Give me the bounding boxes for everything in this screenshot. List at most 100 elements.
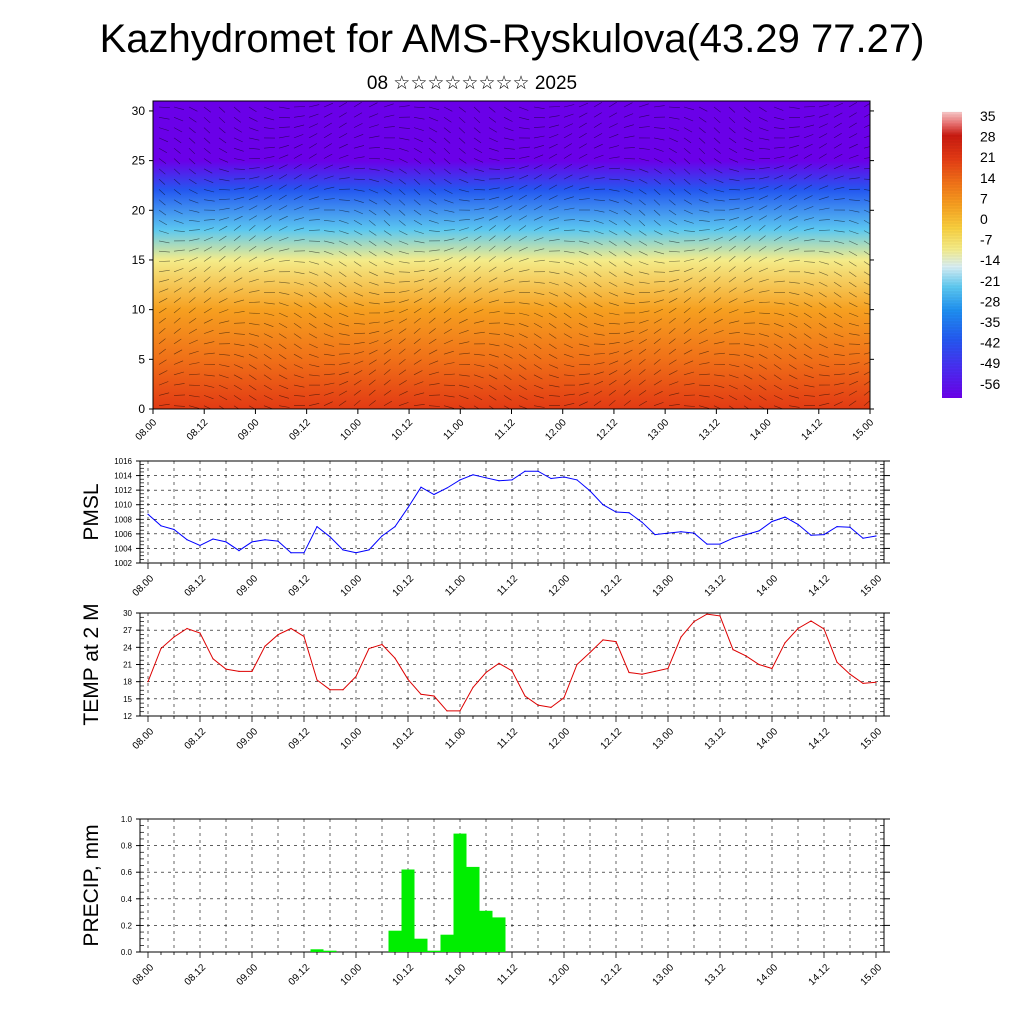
y-tick-label: 20: [132, 203, 146, 217]
data-point: [654, 534, 656, 536]
colorbar-label: -28: [980, 293, 1000, 309]
x-tick-label: 10.00: [339, 573, 365, 599]
x-tick-label: 15.00: [859, 726, 885, 752]
data-point: [823, 628, 825, 630]
x-tick-label: 08.00: [131, 726, 157, 752]
precip-bar: [427, 950, 441, 952]
data-point: [147, 681, 149, 683]
precip-bar: [453, 833, 467, 952]
data-point: [485, 477, 487, 479]
data-point: [563, 697, 565, 699]
data-point: [420, 693, 422, 695]
data-point: [524, 695, 526, 697]
data-point: [589, 490, 591, 492]
data-point: [719, 543, 721, 545]
x-tick-label: 10.12: [391, 962, 417, 988]
x-tick-label: 08.12: [185, 417, 211, 443]
data-point: [602, 639, 604, 641]
data-point: [628, 671, 630, 674]
data-point: [160, 647, 162, 650]
data-point: [277, 540, 279, 542]
precip-bar: [310, 949, 324, 952]
x-tick-label: 13.12: [703, 726, 729, 752]
data-point: [459, 479, 461, 481]
x-tick-label: 14.00: [748, 417, 774, 443]
data-point: [641, 673, 643, 675]
x-tick-label: 14.00: [755, 726, 781, 752]
x-tick-label: 08.12: [183, 962, 209, 988]
y-axis-label: TEMP at 2 M: [80, 603, 103, 725]
data-point: [147, 513, 149, 515]
data-point: [316, 679, 318, 681]
data-point: [693, 532, 695, 534]
data-point: [537, 704, 539, 706]
data-point: [784, 642, 786, 644]
data-point: [550, 706, 552, 709]
x-tick-label: 11.00: [443, 726, 468, 751]
y-tick-label: 1016: [114, 457, 132, 466]
y-tick-label: 1006: [114, 530, 132, 539]
data-point: [758, 663, 760, 666]
x-tick-label: 10.00: [339, 962, 365, 988]
data-point: [641, 521, 643, 523]
temp-2m-chart: 12 15 18 21 24 27 30 08.00 08.12 09.00 09.12 10.00 1…: [80, 603, 890, 752]
y-tick-label: 15: [123, 695, 132, 704]
x-tick-label: 09.00: [236, 417, 262, 443]
data-point: [173, 528, 175, 531]
data-point: [602, 504, 604, 506]
data-point: [875, 535, 877, 537]
y-tick-label: 1012: [114, 486, 132, 495]
precip-bar: [414, 938, 428, 952]
data-point: [251, 541, 253, 543]
data-point: [498, 662, 500, 665]
page-subtitle: 08 ☆☆☆☆☆☆☆☆ 2025: [366, 73, 578, 94]
data-point: [511, 670, 513, 672]
colorbar-label: 35: [980, 108, 996, 124]
y-tick-label: 1008: [114, 515, 132, 524]
precip-bar: [479, 910, 493, 952]
data-point: [303, 635, 305, 638]
x-tick-label: 15.00: [859, 962, 885, 988]
x-tick-label: 09.00: [235, 726, 261, 752]
data-point: [186, 627, 188, 630]
data-point: [342, 549, 344, 551]
data-point: [771, 520, 773, 523]
y-tick-label: 1014: [114, 472, 132, 481]
data-point: [394, 526, 396, 528]
x-tick-label: 08.00: [134, 417, 160, 443]
y-tick-label: 0: [138, 402, 145, 416]
data-point: [199, 544, 201, 547]
data-point: [160, 525, 162, 527]
data-point: [290, 552, 292, 554]
y-axis-label: PRECIP, mm: [80, 824, 103, 946]
x-tick-label: 14.12: [807, 726, 833, 752]
data-point: [693, 621, 695, 623]
data-point: [732, 649, 734, 651]
colorbar-label: -21: [980, 273, 1000, 289]
data-point: [277, 634, 279, 636]
x-tick-label: 12.00: [547, 726, 573, 752]
colorbar-label: -7: [980, 232, 993, 248]
data-point: [316, 526, 318, 528]
data-point: [823, 534, 825, 536]
data-point: [849, 673, 851, 675]
cross-section-field: [153, 101, 870, 409]
precip-bar: [388, 930, 402, 952]
y-tick-label: 1.0: [121, 815, 133, 824]
x-tick-label: 13.12: [703, 573, 729, 599]
y-tick-label: 1004: [114, 544, 132, 553]
y-axis-label: PMSL: [80, 483, 103, 540]
colorbar-label: 28: [980, 129, 996, 145]
x-tick-label: 13.00: [646, 417, 672, 443]
data-point: [667, 532, 669, 534]
data-point: [732, 537, 734, 539]
y-tick-label: 30: [123, 609, 132, 618]
x-tick-label: 11.12: [495, 573, 520, 598]
x-tick-label: 12.12: [599, 573, 625, 599]
y-tick-label: 15: [132, 253, 146, 267]
colorbar-label: -42: [980, 335, 1000, 351]
data-point: [667, 667, 669, 670]
data-point: [797, 627, 799, 630]
data-point: [212, 658, 214, 660]
x-tick-label: 09.00: [235, 962, 261, 988]
